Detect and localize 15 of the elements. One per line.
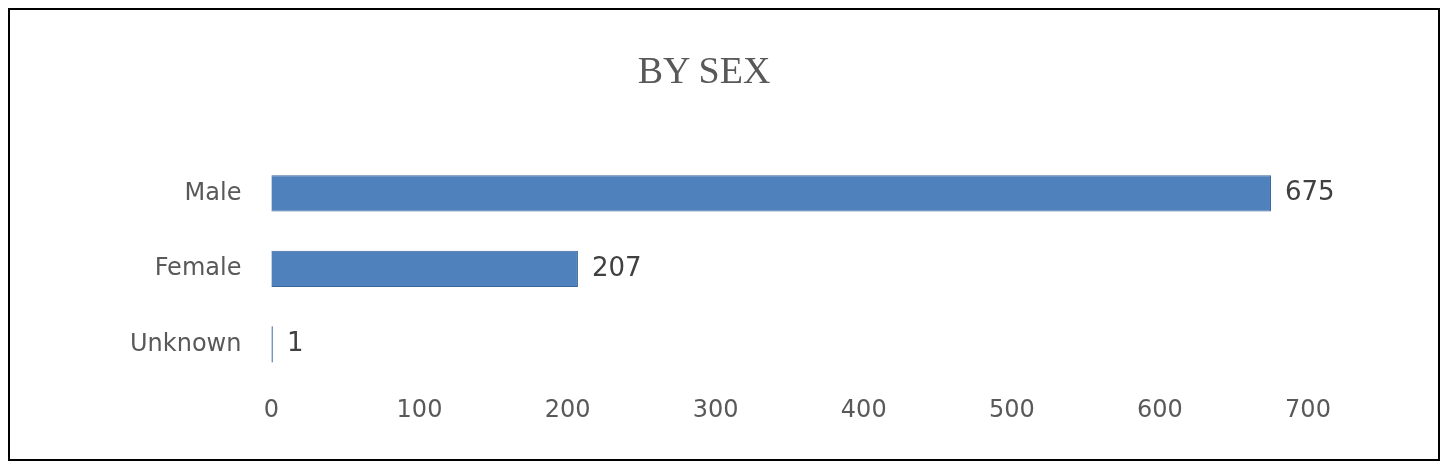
y-tick-label: Male xyxy=(184,177,242,206)
data-label: 1 xyxy=(286,327,304,358)
chart-title: BY SEX xyxy=(637,48,771,91)
y-tick-label: Female xyxy=(154,253,242,282)
x-tick-label: 600 xyxy=(1137,394,1183,423)
x-tick-label: 0 xyxy=(263,394,280,423)
x-tick-label: 500 xyxy=(988,394,1035,423)
x-tick-label: 300 xyxy=(692,394,739,423)
x-tick-label: 100 xyxy=(396,394,443,423)
data-label: 675 xyxy=(1284,176,1335,207)
data-label: 207 xyxy=(591,251,642,282)
x-tick-label: 200 xyxy=(544,394,591,423)
x-tick-label: 400 xyxy=(840,394,887,423)
x-tick-label: 700 xyxy=(1285,394,1331,423)
y-tick-label: Unknown xyxy=(129,328,242,357)
